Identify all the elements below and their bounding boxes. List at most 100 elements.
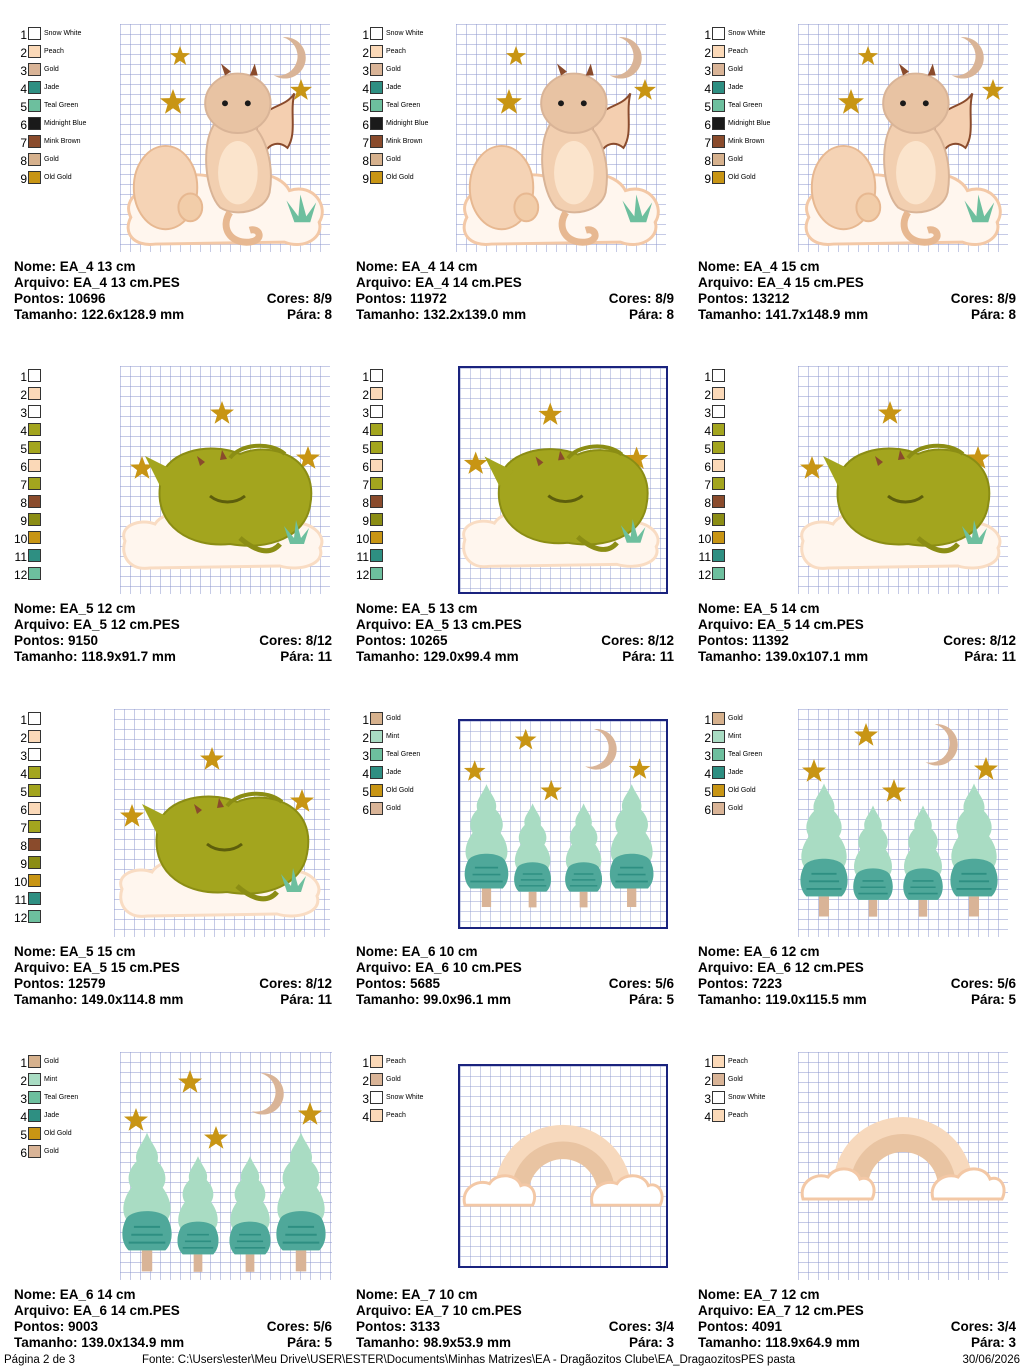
design-size: Tamanho: 139.0x107.1 mm <box>698 649 869 664</box>
color-swatch <box>370 423 383 436</box>
design-size: Tamanho: 118.9x64.9 mm <box>698 1335 860 1350</box>
legend-item: 1 <box>356 368 466 386</box>
color-swatch <box>712 495 725 508</box>
info-line: Nome: EA_7 12 cm <box>698 1287 1016 1303</box>
design-file: Arquivo: EA_7 10 cm.PES <box>356 1303 522 1318</box>
color-swatch <box>370 387 383 400</box>
source-path: Fonte: C:\Users\ester\Meu Drive\USER\EST… <box>142 1354 796 1366</box>
color-swatch <box>712 117 725 130</box>
thread-name: Mint <box>44 1076 58 1083</box>
design-preview <box>798 24 1008 252</box>
design-info: Nome: EA_5 15 cm Arquivo: EA_5 15 cm.PES P… <box>14 944 332 1008</box>
legend-item: 3 Snow White <box>356 1090 466 1108</box>
info-line: Tamanho: 141.7x148.9 mm Pára: 8 <box>698 307 1016 323</box>
legend-number: 12 <box>698 568 712 582</box>
info-line: Nome: EA_4 13 cm <box>14 259 332 275</box>
color-legend: 1 Peach 2 Gold 3 Snow White 4 Peach <box>698 1054 808 1126</box>
legend-item: 11 <box>14 891 124 909</box>
thread-name: Mint <box>386 733 400 740</box>
legend-number: 1 <box>362 28 369 42</box>
legend-number: 8 <box>362 496 369 510</box>
thread-name: Jade <box>728 84 744 91</box>
legend-item: 7 <box>14 819 124 837</box>
legend-item: 8 <box>698 494 808 512</box>
design-file: Arquivo: EA_5 15 cm.PES <box>14 960 180 975</box>
info-line: Pontos: 12579 Cores: 8/12 <box>14 976 332 992</box>
legend-number: 5 <box>704 442 711 456</box>
stop-count: Pára: 5 <box>628 992 674 1007</box>
legend-number: 7 <box>362 136 369 150</box>
color-swatch <box>28 99 41 112</box>
design-card: 1 Snow White 2 Peach 3 Gold 4 Jade 5 Teal Green 6 M… <box>352 0 682 330</box>
legend-number: 3 <box>704 64 711 78</box>
color-swatch <box>712 802 725 815</box>
design-preview <box>798 1052 1008 1280</box>
color-swatch <box>712 81 725 94</box>
color-legend: 1 2 3 4 5 6 7 8 9 10 11 12 <box>698 368 808 584</box>
legend-number: 2 <box>20 731 27 745</box>
color-swatch <box>712 99 725 112</box>
stop-count: Pára: 11 <box>964 649 1016 664</box>
color-swatch <box>370 1073 383 1086</box>
stop-count: Pára: 11 <box>280 992 332 1007</box>
color-legend: 1 2 3 4 5 6 7 8 9 10 11 12 <box>14 711 124 927</box>
design-card: 1 Gold 2 Mint 3 Teal Green 4 Jade 5 Old Gold 6 Gold… <box>10 1028 340 1358</box>
legend-item: 3 Teal Green <box>698 747 808 765</box>
thread-name: Mink Brown <box>44 138 81 145</box>
thread-name: Teal Green <box>728 102 763 109</box>
legend-item: 4 Jade <box>356 80 466 98</box>
thread-name: Old Gold <box>386 174 414 181</box>
info-line: Nome: EA_4 15 cm <box>698 259 1016 275</box>
legend-number: 8 <box>20 154 27 168</box>
legend-number: 10 <box>14 532 28 546</box>
design-name: Nome: EA_6 10 cm <box>356 944 478 959</box>
info-line: Nome: EA_5 14 cm <box>698 601 1016 617</box>
legend-number: 2 <box>362 388 369 402</box>
info-line: Tamanho: 129.0x99.4 mm Pára: 11 <box>356 649 674 665</box>
legend-item: 5 <box>698 440 808 458</box>
design-card: 1 2 3 4 5 6 7 8 9 10 11 12 Nome: EA_5 14 cm Arquivo:… <box>694 342 1024 672</box>
design-name: Nome: EA_5 15 cm <box>14 944 136 959</box>
thread-name: Teal Green <box>386 751 421 758</box>
thread-name: Gold <box>728 715 743 722</box>
stop-count: Pára: 5 <box>970 992 1016 1007</box>
color-swatch <box>712 387 725 400</box>
legend-number: 4 <box>362 1110 369 1124</box>
color-swatch <box>712 531 725 544</box>
legend-number: 9 <box>362 514 369 528</box>
legend-item: 9 <box>14 855 124 873</box>
color-count: Cores: 3/4 <box>950 1319 1016 1334</box>
legend-number: 10 <box>14 875 28 889</box>
design-preview <box>798 366 1008 594</box>
thread-name: Gold <box>44 156 59 163</box>
color-swatch <box>370 369 383 382</box>
color-swatch <box>712 513 725 526</box>
legend-number: 5 <box>704 100 711 114</box>
legend-item: 6 <box>356 458 466 476</box>
color-swatch <box>712 1091 725 1104</box>
legend-item: 5 Old Gold <box>698 783 808 801</box>
color-swatch <box>28 748 41 761</box>
legend-item: 4 Jade <box>356 765 466 783</box>
color-swatch <box>370 459 383 472</box>
design-size: Tamanho: 98.9x53.9 mm <box>356 1335 512 1350</box>
legend-number: 2 <box>20 46 27 60</box>
thread-name: Peach <box>386 1112 406 1119</box>
thread-name: Peach <box>728 1058 748 1065</box>
design-info: Nome: EA_5 12 cm Arquivo: EA_5 12 cm.PES P… <box>14 601 332 665</box>
legend-number: 6 <box>20 460 27 474</box>
color-swatch <box>370 730 383 743</box>
legend-number: 3 <box>704 406 711 420</box>
legend-item: 3 <box>356 404 466 422</box>
thread-name: Midnight Blue <box>386 120 429 127</box>
thread-name: Peach <box>386 1058 406 1065</box>
legend-item: 1 Snow White <box>698 26 808 44</box>
legend-item: 4 Jade <box>698 80 808 98</box>
design-size: Tamanho: 139.0x134.9 mm <box>14 1335 185 1350</box>
info-line: Pontos: 3133 Cores: 3/4 <box>356 1319 674 1335</box>
design-file: Arquivo: EA_5 14 cm.PES <box>698 617 864 632</box>
legend-item: 1 Gold <box>356 711 466 729</box>
info-line: Tamanho: 118.9x64.9 mm Pára: 3 <box>698 1335 1016 1351</box>
color-swatch <box>28 405 41 418</box>
color-swatch <box>28 81 41 94</box>
